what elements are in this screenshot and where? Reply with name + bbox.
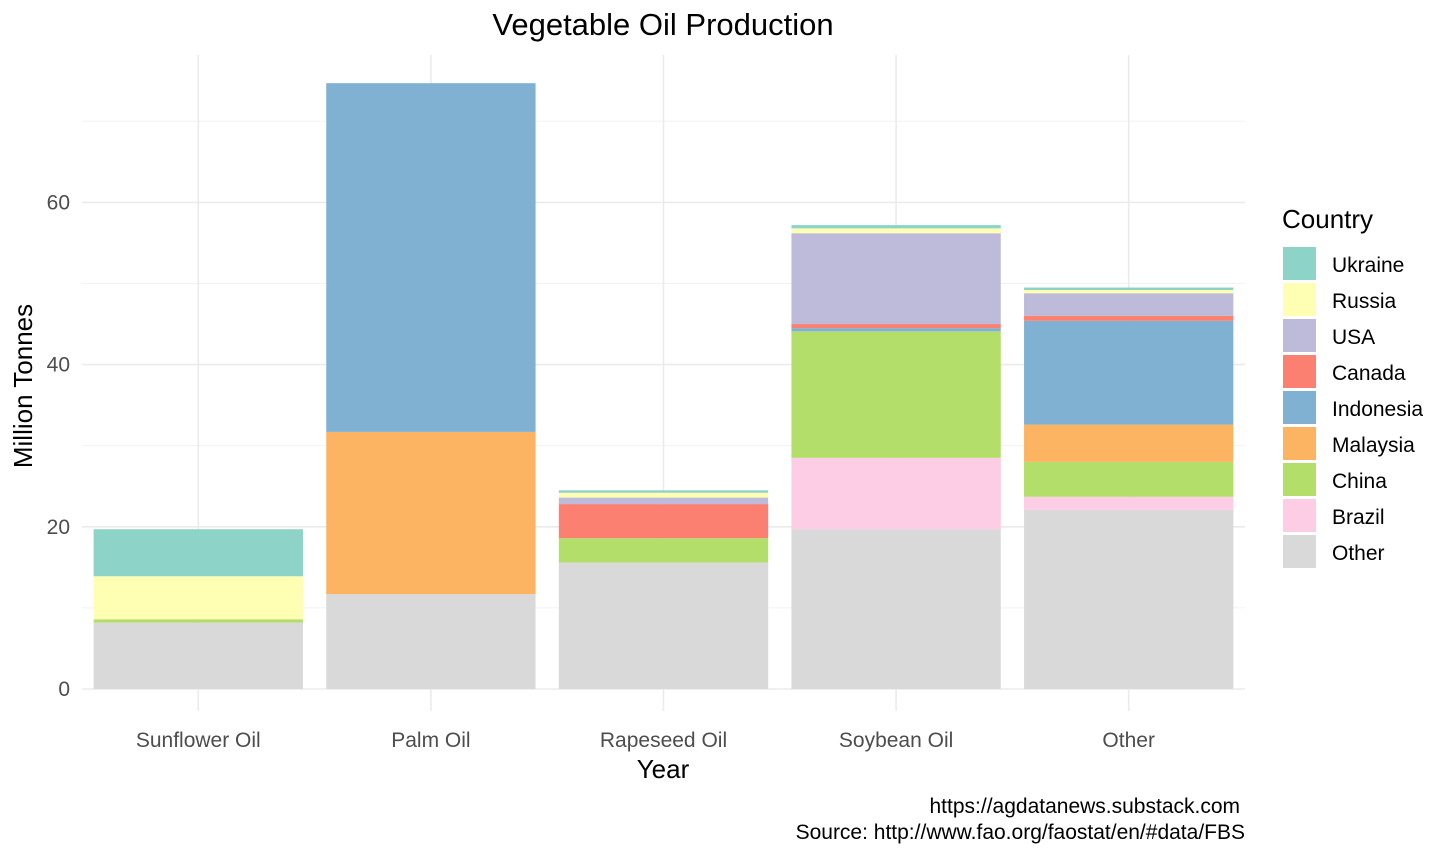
bar-segment-ukraine-other	[1024, 287, 1234, 290]
x-tick-label: Other	[1102, 729, 1155, 752]
chart-title: Vegetable Oil Production	[492, 7, 833, 42]
y-tick-label: 20	[47, 516, 70, 539]
bar-segment-russia-soybean-oil	[791, 228, 1001, 234]
caption-source: Source: http://www.fao.org/faostat/en/#d…	[796, 821, 1245, 844]
legend-label-brazil: Brazil	[1332, 506, 1385, 529]
legend-key-brazil	[1283, 499, 1316, 532]
bar-segment-canada-other	[1024, 315, 1234, 321]
x-tick-label: Palm Oil	[391, 729, 470, 752]
bar-segment-china-rapeseed-oil	[558, 538, 769, 563]
x-tick-label: Sunflower Oil	[136, 729, 261, 752]
legend-label-ukraine: Ukraine	[1332, 254, 1404, 277]
y-tick-label: 0	[58, 678, 70, 701]
y-axis-ticks: 0 20 40 60	[47, 191, 70, 701]
legend-label-indonesia: Indonesia	[1332, 398, 1423, 421]
legend-title: Country	[1282, 204, 1373, 234]
bar-segment-canada-rapeseed-oil	[558, 504, 769, 539]
bar-segment-brazil-soybean-oil	[791, 457, 1001, 530]
bar-segment-russia-rapeseed-oil	[558, 492, 769, 498]
bar-segment-ukraine-rapeseed-oil	[558, 490, 769, 493]
legend-key-usa	[1283, 319, 1316, 352]
bar-segment-ukraine-sunflower-oil	[93, 529, 303, 577]
legend-key-ukraine	[1283, 247, 1316, 280]
bar-segment-other-other	[1024, 509, 1234, 689]
bar-segment-brazil-other	[1024, 496, 1234, 510]
x-tick-label: Rapeseed Oil	[600, 729, 727, 752]
bar-segment-other-soybean-oil	[791, 529, 1001, 689]
bars	[93, 83, 1234, 689]
x-axis-ticks: Sunflower Oil Palm Oil Rapeseed Oil Soybean…	[136, 729, 1155, 752]
legend-key-china	[1283, 463, 1316, 496]
bar-segment-malaysia-other	[1024, 424, 1234, 462]
legend-label-other: Other	[1332, 542, 1385, 565]
legend-label-china: China	[1332, 470, 1387, 493]
x-axis-title: Year	[637, 754, 690, 784]
legend-key-indonesia	[1283, 391, 1316, 424]
bar-segment-indonesia-other	[1024, 320, 1234, 425]
bar-segment-usa-rapeseed-oil	[558, 497, 769, 505]
y-tick-label: 60	[47, 191, 70, 214]
legend-key-canada	[1283, 355, 1316, 388]
bar-segment-indonesia-palm-oil	[326, 83, 536, 432]
bar-segment-china-other	[1024, 461, 1234, 497]
legend-label-usa: USA	[1332, 326, 1375, 349]
legend-key-other	[1283, 535, 1316, 568]
legend-key-russia	[1283, 283, 1316, 316]
bar-segment-other-sunflower-oil	[93, 622, 303, 689]
bar-segment-russia-sunflower-oil	[93, 576, 303, 620]
y-axis-title: Million Tonnes	[8, 304, 38, 468]
legend: Country Ukraine Russia USA Canada Indonesia M…	[1282, 204, 1423, 568]
legend-label-russia: Russia	[1332, 290, 1397, 313]
bar-segment-russia-other	[1024, 289, 1234, 294]
bar-segment-indonesia-soybean-oil	[791, 328, 1001, 332]
bar-segment-china-soybean-oil	[791, 331, 1001, 458]
legend-label-canada: Canada	[1332, 362, 1406, 385]
bar-segment-ukraine-soybean-oil	[791, 225, 1001, 229]
bar-segment-other-rapeseed-oil	[558, 562, 769, 689]
legend-label-malaysia: Malaysia	[1332, 434, 1415, 457]
bar-segment-other-palm-oil	[326, 594, 536, 689]
legend-key-malaysia	[1283, 427, 1316, 460]
bar-segment-canada-soybean-oil	[791, 324, 1001, 329]
bar-segment-malaysia-palm-oil	[326, 431, 536, 595]
caption-url: https://agdatanews.substack.com	[930, 795, 1241, 818]
bar-segment-china-sunflower-oil	[93, 619, 303, 623]
x-tick-label: Soybean Oil	[839, 729, 953, 752]
y-tick-label: 40	[47, 354, 70, 377]
bar-segment-usa-soybean-oil	[791, 233, 1001, 325]
bar-segment-usa-other	[1024, 293, 1234, 316]
